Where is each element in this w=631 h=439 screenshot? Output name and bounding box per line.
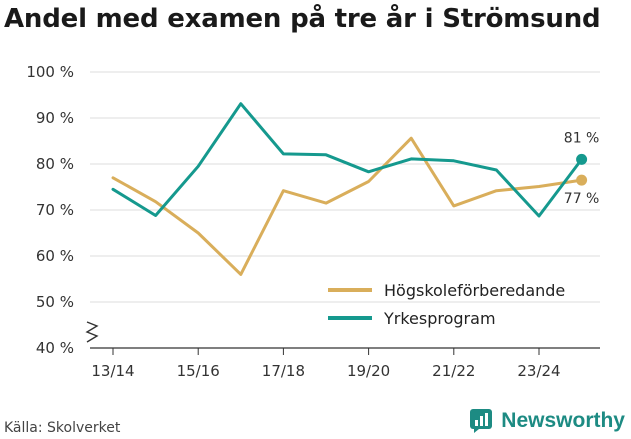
y-tick-label: 80 % xyxy=(36,155,74,173)
x-tick-label: 21/22 xyxy=(432,362,475,380)
series-end-point-0 xyxy=(576,174,588,186)
y-tick-label: 50 % xyxy=(36,293,74,311)
brand-name: Newsworthy xyxy=(501,409,625,432)
x-tick-label: 13/14 xyxy=(91,362,134,380)
chart-title: Andel med examen på tre år i Strömsund xyxy=(4,4,601,34)
newsworthy-logo-icon xyxy=(470,409,493,433)
x-tick-label: 17/18 xyxy=(262,362,305,380)
series-end-point-1 xyxy=(576,153,588,165)
y-tick-label: 40 % xyxy=(36,339,74,357)
x-tick-label: 15/16 xyxy=(177,362,220,380)
brand-logo: Newsworthy xyxy=(469,408,625,434)
x-axis: 13/14 15/16 17/18 19/20 21/22 23/24 xyxy=(85,321,600,380)
axis-break-icon xyxy=(85,321,99,343)
legend: Högskoleförberedande Yrkesprogram xyxy=(328,281,565,328)
series-end-label-1: 81 % xyxy=(564,130,600,146)
x-tick-label: 23/24 xyxy=(517,362,560,380)
legend-label-1: Yrkesprogram xyxy=(383,309,496,328)
series-line-1 xyxy=(111,102,584,218)
y-tick-label: 100 % xyxy=(26,63,74,81)
series-end-label-0: 77 % xyxy=(564,191,600,207)
y-tick-label: 60 % xyxy=(36,247,74,265)
y-axis-labels: 40 % 50 % 60 % 70 % 80 % 90 % 100 % xyxy=(26,63,74,357)
gridlines xyxy=(90,71,600,303)
x-tick-label: 19/20 xyxy=(347,362,390,380)
y-tick-label: 90 % xyxy=(36,109,74,127)
series-layer: 77 % 81 % xyxy=(111,102,600,276)
source-note: Källa: Skolverket xyxy=(4,420,121,436)
series-line-0 xyxy=(111,136,584,276)
legend-label-0: Högskoleförberedande xyxy=(384,281,565,300)
y-tick-label: 70 % xyxy=(36,201,74,219)
